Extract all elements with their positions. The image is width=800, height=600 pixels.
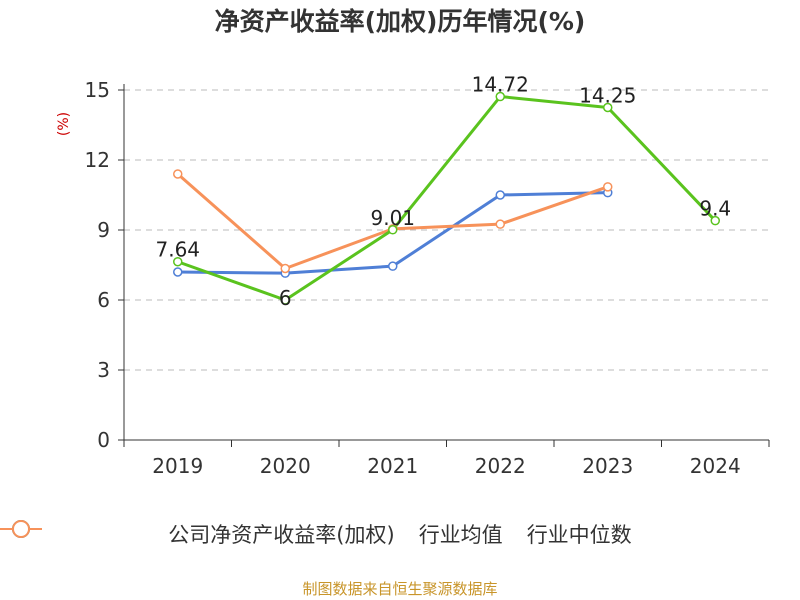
data-point[interactable] <box>710 215 720 226</box>
y-tick-labels: 0 3 6 9 12 15 <box>85 78 110 452</box>
data-point[interactable] <box>495 219 505 229</box>
axes <box>118 84 770 447</box>
data-labels: 7.64 6 9.01 14.72 14.25 9.4 <box>155 73 731 310</box>
y-tick-label: 6 <box>97 288 110 312</box>
data-point[interactable] <box>495 190 505 200</box>
data-point[interactable] <box>173 267 183 277</box>
data-label: 9.4 <box>699 197 731 221</box>
x-tick-label: 2023 <box>582 454 633 478</box>
series-points <box>173 91 720 305</box>
data-label: 9.01 <box>370 206 415 230</box>
legend-label-industry-mean: 行业均值 <box>418 523 503 547</box>
data-point[interactable] <box>173 256 183 267</box>
source-note: 制图数据来自恒生聚源数据库 <box>302 580 498 598</box>
chart-title: 净资产收益率(加权)历年情况(%) <box>214 7 586 36</box>
data-point[interactable] <box>495 91 505 102</box>
series-line-0 <box>177 95 717 302</box>
data-point[interactable] <box>388 261 398 271</box>
y-tick-label: 12 <box>85 148 110 172</box>
x-tick-label: 2024 <box>690 454 741 478</box>
data-label: 14.25 <box>579 84 636 108</box>
data-point[interactable] <box>603 102 613 113</box>
y-tick-label: 15 <box>85 78 110 102</box>
data-point[interactable] <box>173 169 183 179</box>
y-tick-label: 3 <box>97 358 110 382</box>
data-label: 14.72 <box>472 73 529 97</box>
y-tick-label: 9 <box>97 218 110 242</box>
legend-item-industry-mean[interactable]: 行业均值 <box>0 519 503 549</box>
legend-item-company[interactable]: 公司净资产收益率(加权) <box>0 519 395 549</box>
x-tick-label: 2020 <box>260 454 311 478</box>
data-point[interactable] <box>603 182 613 192</box>
legend-swatch-industry-median <box>0 520 42 538</box>
data-point[interactable] <box>280 295 290 305</box>
x-tick-label: 2019 <box>152 454 203 478</box>
data-point[interactable] <box>388 225 398 235</box>
data-label: 7.64 <box>155 238 200 262</box>
data-label: 6 <box>279 286 292 310</box>
legend-label-company: 公司净资产收益率(加权) <box>168 523 395 547</box>
data-point[interactable] <box>280 263 290 274</box>
y-axis-label: (%) <box>56 112 72 136</box>
x-tick-label: 2021 <box>367 454 418 478</box>
legend-item-industry-median[interactable]: 行业中位数 <box>0 519 632 549</box>
x-tick-labels: 2019 2020 2021 2022 2023 2024 <box>152 454 740 478</box>
series-lines <box>176 95 717 302</box>
x-tick-label: 2022 <box>475 454 526 478</box>
y-tick-label: 0 <box>97 428 110 452</box>
legend-label-industry-median: 行业中位数 <box>526 523 632 547</box>
legend: 公司净资产收益率(加权) 行业均值 行业中位数 <box>0 519 800 549</box>
